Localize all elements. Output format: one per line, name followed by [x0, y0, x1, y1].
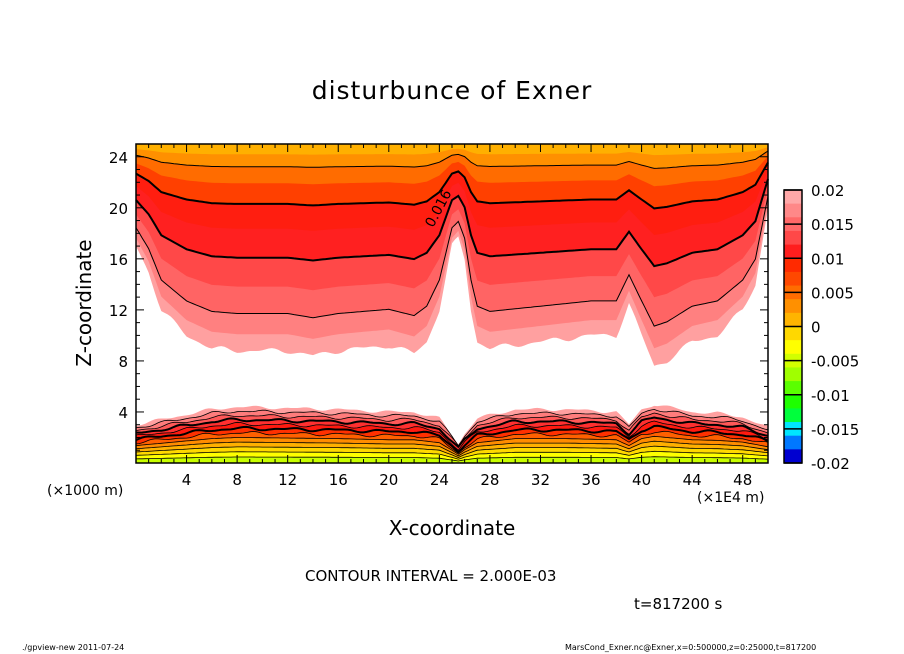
colorbar-label: -0.005	[811, 353, 859, 371]
contour-line	[135, 435, 769, 455]
chart-title: disturbunce of Exner	[311, 76, 593, 105]
x-axis-unit: (×1E4 m)	[697, 490, 765, 506]
colorbar-label: 0.005	[811, 284, 854, 302]
y-tick-label: 4	[118, 404, 128, 422]
colorbar-swatch	[784, 190, 802, 205]
x-tick-label: 36	[581, 471, 600, 489]
x-tick-label: 40	[632, 471, 651, 489]
contour-line	[135, 420, 769, 451]
contour-interval: CONTOUR INTERVAL = 2.000E-03	[305, 567, 557, 585]
colorbar-swatch	[784, 435, 802, 450]
upper-band	[136, 144, 768, 156]
colorbar-swatch	[784, 244, 802, 259]
y-tick-label: 24	[109, 149, 128, 167]
colorbar-swatch	[784, 258, 802, 273]
colorbar-swatch	[784, 381, 802, 396]
colorbar-swatch	[784, 203, 802, 218]
y-tick-label: 20	[109, 200, 128, 218]
colorbar-frame	[783, 189, 803, 464]
lower-band	[136, 456, 768, 463]
x-tick-label: 4	[182, 471, 192, 489]
y-axis-unit: (×1000 m)	[47, 483, 124, 499]
colorbar-swatch	[784, 340, 802, 355]
contour-line	[135, 196, 769, 327]
y-tick-label: 12	[109, 302, 128, 320]
contour-line	[135, 412, 769, 447]
y-tick-label: 8	[118, 353, 128, 371]
x-tick-label: 28	[480, 471, 499, 489]
colorbar-label: -0.01	[811, 387, 850, 405]
colorbar-swatch	[784, 449, 802, 464]
colorbar-label: 0.015	[811, 216, 854, 234]
time-label: t=817200 s	[634, 595, 723, 613]
footer-right: MarsCond_Exner.nc@Exner,x=0:500000,z=0:2…	[565, 643, 817, 652]
colorbar-swatch	[784, 299, 802, 314]
y-tick-label: 16	[109, 251, 128, 269]
contour-line	[135, 416, 769, 449]
colorbar-label: -0.02	[811, 455, 850, 473]
colorbar-swatch	[784, 408, 802, 423]
x-tick-label: 48	[733, 471, 752, 489]
footer-left: ./gpview-new 2011-07-24	[22, 643, 125, 652]
contour-line	[135, 178, 769, 268]
x-axis-label: X-coordinate	[388, 516, 516, 540]
contour-line	[135, 424, 769, 454]
y-axis-label: Z-coordinate	[72, 239, 96, 367]
x-tick-label: 16	[329, 471, 348, 489]
contour-line	[135, 430, 769, 454]
contour-line	[135, 440, 769, 457]
x-tick-label: 8	[232, 471, 242, 489]
colorbar-swatch	[784, 271, 802, 287]
contour-line	[135, 445, 769, 458]
colorbar-swatch	[784, 230, 802, 246]
x-tick-label: 12	[278, 471, 297, 489]
colorbar-label: -0.015	[811, 421, 859, 439]
contour-line	[135, 450, 769, 460]
contour-line	[135, 162, 769, 210]
colorbar-swatch	[784, 312, 802, 327]
x-tick-label: 32	[531, 471, 550, 489]
colorbar-swatch	[784, 394, 802, 409]
colorbar-swatch	[784, 326, 802, 341]
x-tick-label: 24	[430, 471, 449, 489]
colorbar-label: 0.01	[811, 250, 844, 268]
colorbar-swatch	[784, 367, 802, 382]
x-tick-label: 44	[683, 471, 702, 489]
colorbar-label: 0.02	[811, 182, 844, 200]
contour-line	[135, 150, 769, 169]
contour-line	[135, 408, 769, 447]
x-tick-label: 20	[379, 471, 398, 489]
colorbar-label: 0	[811, 319, 821, 337]
